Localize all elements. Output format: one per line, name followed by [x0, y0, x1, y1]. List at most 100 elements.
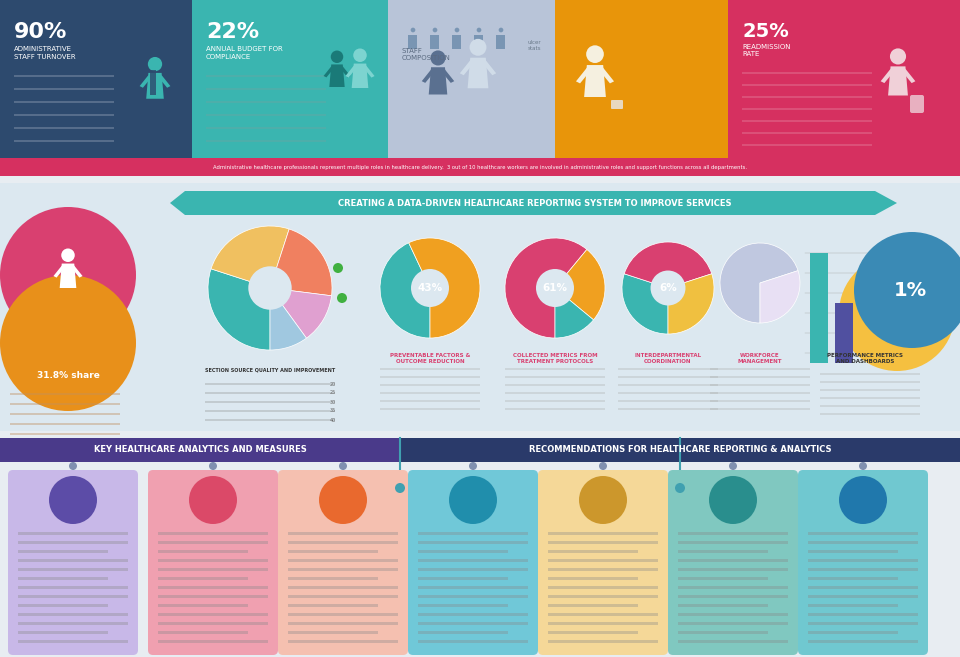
Bar [206, 75, 326, 77]
Bar [548, 622, 658, 625]
Bar [0, 158, 960, 176]
Bar [505, 392, 605, 394]
Bar [18, 568, 128, 570]
Wedge shape [409, 238, 480, 338]
Circle shape [249, 266, 292, 309]
FancyBboxPatch shape [8, 470, 138, 655]
Bar [548, 640, 658, 643]
Circle shape [587, 45, 604, 63]
Bar [710, 368, 810, 370]
Bar [728, 0, 960, 158]
Circle shape [319, 476, 367, 524]
Bar [192, 0, 388, 158]
Polygon shape [443, 70, 454, 83]
Bar [288, 586, 398, 589]
Bar [505, 408, 605, 410]
Circle shape [353, 49, 367, 62]
Bar [618, 368, 718, 370]
Polygon shape [429, 67, 447, 95]
Bar [158, 640, 268, 643]
Bar [380, 408, 480, 410]
Bar [150, 70, 156, 95]
Wedge shape [622, 274, 668, 334]
Bar [496, 35, 505, 49]
Bar [418, 631, 508, 633]
Bar [678, 532, 788, 535]
Circle shape [430, 51, 445, 66]
Text: 35: 35 [330, 409, 336, 413]
Polygon shape [364, 66, 374, 78]
Circle shape [839, 476, 887, 524]
FancyBboxPatch shape [910, 95, 924, 113]
Bar [18, 532, 128, 535]
Bar [158, 577, 248, 579]
Circle shape [395, 483, 405, 493]
Bar [820, 413, 920, 415]
Bar [206, 140, 326, 142]
Text: KEY HEALTHCARE ANALYTICS AND MEASURES: KEY HEALTHCARE ANALYTICS AND MEASURES [94, 445, 306, 455]
Bar [408, 35, 417, 49]
Bar [808, 640, 918, 643]
Circle shape [890, 49, 906, 64]
Circle shape [339, 462, 347, 470]
Bar [18, 604, 108, 606]
Text: 25%: 25% [742, 22, 789, 41]
Text: INTERDEPARTMENTAL
COORDINATION: INTERDEPARTMENTAL COORDINATION [635, 353, 702, 364]
Polygon shape [483, 60, 496, 76]
Text: 25: 25 [330, 390, 336, 396]
Circle shape [331, 51, 344, 63]
Bar [205, 392, 335, 394]
Circle shape [0, 275, 136, 411]
Bar [835, 303, 853, 363]
Circle shape [709, 476, 757, 524]
Circle shape [579, 476, 627, 524]
Polygon shape [576, 68, 589, 83]
Polygon shape [421, 70, 433, 83]
Bar [678, 550, 768, 553]
Wedge shape [720, 243, 798, 323]
Bar [505, 384, 605, 386]
Bar [10, 393, 120, 395]
Bar [618, 400, 718, 402]
Bar [158, 622, 268, 625]
Text: ADMINISTRATIVE
STAFF TURNOVER: ADMINISTRATIVE STAFF TURNOVER [14, 46, 76, 60]
Text: 43%: 43% [418, 283, 443, 293]
Circle shape [498, 28, 503, 32]
Text: COLLECTED METRICS FROM
TREATMENT PROTOCOLS: COLLECTED METRICS FROM TREATMENT PROTOCO… [513, 353, 597, 364]
Circle shape [854, 232, 960, 348]
Bar [820, 381, 920, 383]
Text: PREVENTABLE FACTORS &
OUTCOME REDUCTION: PREVENTABLE FACTORS & OUTCOME REDUCTION [390, 353, 470, 364]
Bar [205, 410, 335, 412]
Bar [548, 568, 658, 570]
Bar [808, 577, 898, 579]
Bar [678, 604, 768, 606]
Bar [206, 127, 326, 129]
Circle shape [469, 39, 487, 56]
Bar [710, 384, 810, 386]
Bar [18, 595, 128, 597]
Bar [14, 140, 114, 142]
Bar [678, 613, 788, 616]
Bar [548, 559, 658, 562]
Bar [18, 622, 128, 625]
Bar [10, 413, 120, 415]
Bar [452, 35, 461, 49]
Bar [548, 577, 638, 579]
Bar [380, 368, 480, 370]
Circle shape [477, 28, 481, 32]
Text: ulcer
stats: ulcer stats [528, 40, 541, 51]
Bar [808, 559, 918, 562]
Bar [808, 595, 918, 597]
Polygon shape [60, 263, 76, 288]
Polygon shape [600, 68, 614, 83]
FancyBboxPatch shape [538, 470, 668, 655]
Bar [288, 532, 398, 535]
Bar [288, 604, 378, 606]
Wedge shape [555, 288, 593, 338]
Polygon shape [875, 191, 897, 215]
Bar [820, 397, 920, 399]
Bar [548, 604, 638, 606]
Bar [158, 568, 268, 570]
Bar [18, 550, 108, 553]
Wedge shape [505, 238, 587, 338]
